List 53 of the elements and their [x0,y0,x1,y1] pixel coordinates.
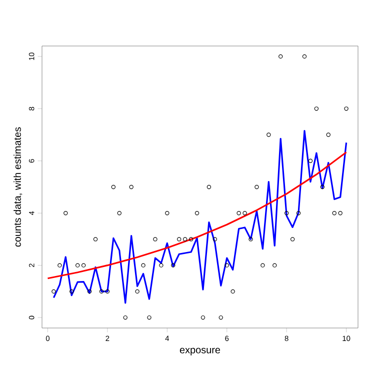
point [248,237,253,242]
point [177,237,182,242]
point [212,237,218,242]
point [182,237,188,242]
point [111,184,116,190]
point [344,106,348,111]
point [194,211,200,216]
point [278,54,283,59]
point [129,184,134,190]
point [272,263,277,268]
y-axis-title: counts data, with estimates [14,127,22,247]
point [242,211,247,216]
point [260,263,265,268]
point [123,315,128,320]
point [141,263,146,268]
point [218,315,223,320]
x-axis-title: exposure [180,348,220,356]
point [52,289,56,294]
point [224,263,229,268]
point [284,211,289,216]
point [326,132,330,137]
point [159,263,164,268]
line-series [46,151,348,280]
point [296,211,301,216]
point [135,289,140,294]
point [58,263,62,268]
point [206,184,212,190]
point [70,289,74,294]
point [81,263,86,268]
point [320,184,325,190]
point [332,211,336,216]
point [338,211,342,216]
point [87,289,92,294]
point [153,237,158,242]
point [64,211,68,216]
point [93,237,98,242]
point [165,211,170,216]
point [236,211,241,216]
point [75,263,80,268]
point [230,289,235,294]
point [266,132,271,137]
point [117,211,122,216]
point [254,184,259,190]
point [314,106,319,111]
point [290,237,295,242]
point [188,237,194,242]
point [105,289,110,294]
point [308,158,313,163]
point [171,263,176,268]
point [302,54,307,59]
point [147,315,152,320]
point [99,289,104,294]
point [200,315,206,320]
